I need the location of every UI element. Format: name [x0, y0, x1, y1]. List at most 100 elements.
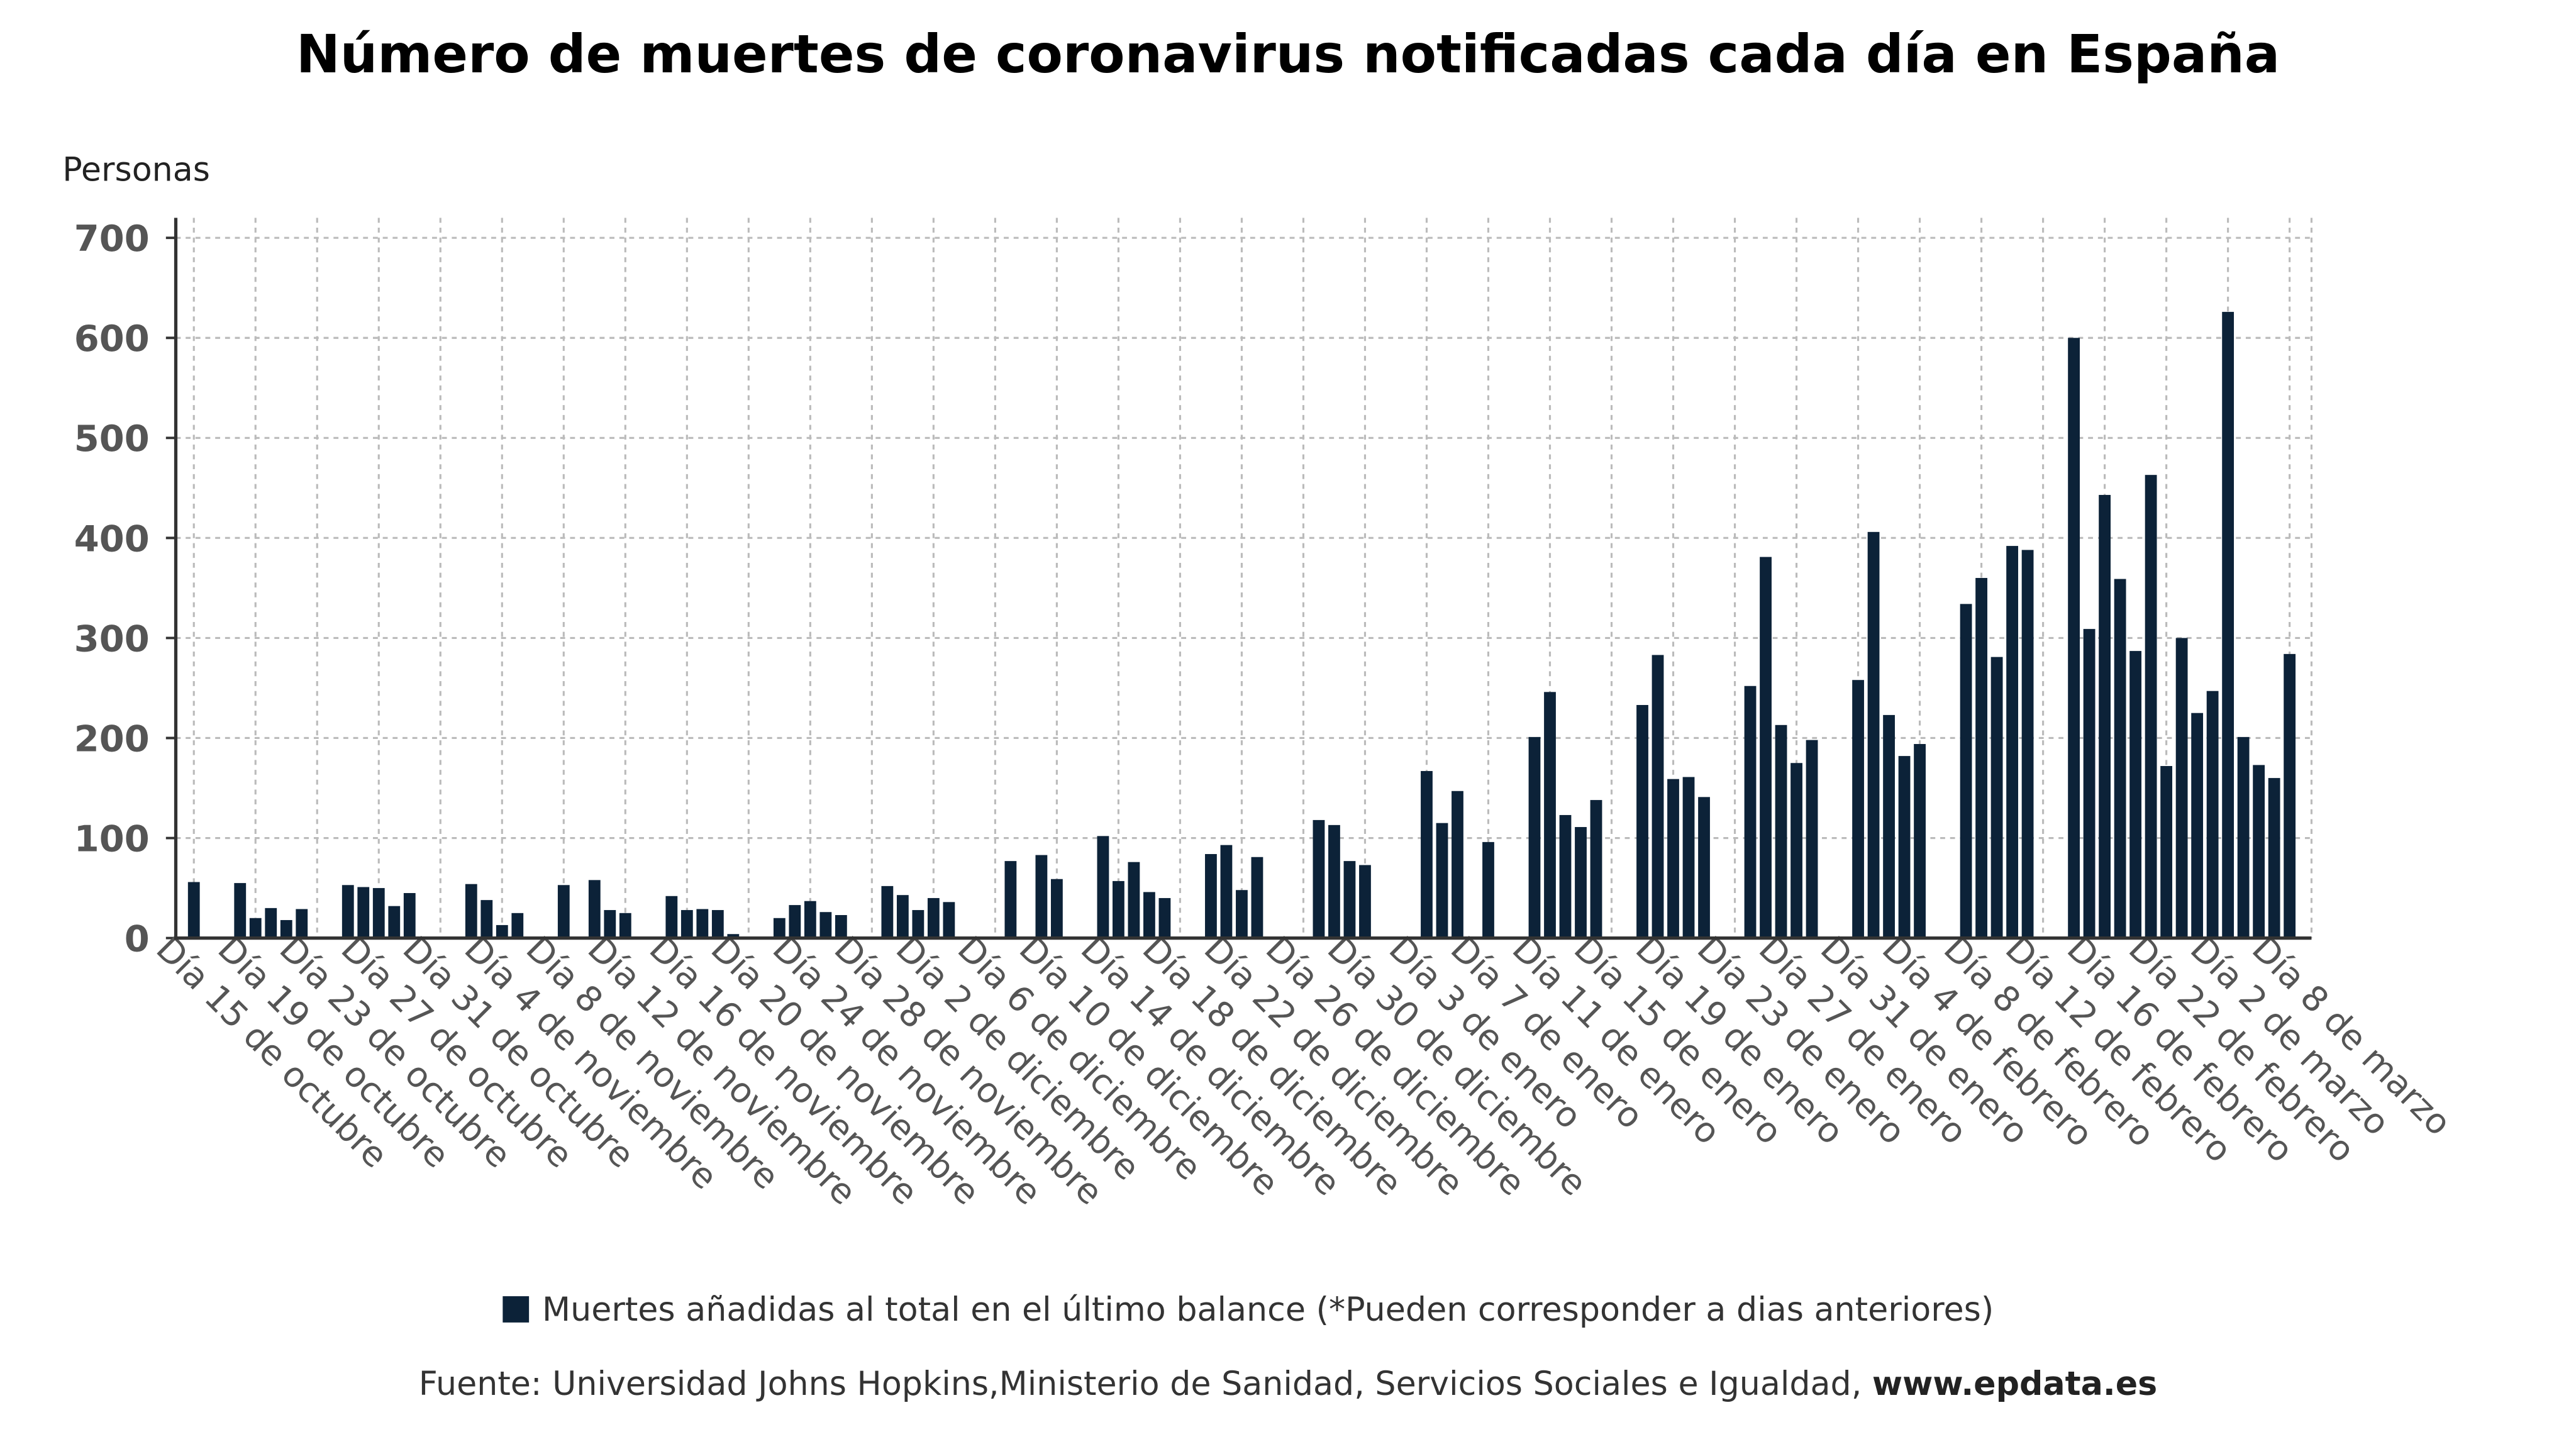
legend-swatch	[502, 1296, 530, 1323]
y-tick-label: 700	[74, 218, 150, 260]
bar	[1667, 779, 1679, 938]
bar	[2284, 653, 2296, 938]
bar	[2083, 629, 2096, 938]
bar	[727, 934, 740, 938]
legend-label: Muertes añadidas al total en el último b…	[542, 1291, 1994, 1329]
bar	[1313, 819, 1325, 938]
bar	[1220, 845, 1233, 938]
y-tick-label: 400	[74, 518, 150, 560]
bar	[403, 893, 416, 938]
bar	[835, 915, 847, 938]
bar	[1436, 823, 1448, 938]
bar	[1143, 892, 1155, 938]
bar	[480, 900, 493, 938]
bar	[1914, 744, 1926, 938]
bar	[265, 908, 277, 938]
bar	[1806, 740, 1818, 938]
y-tick-label: 600	[74, 318, 150, 360]
bar	[1883, 714, 1895, 938]
bar	[1343, 861, 1356, 938]
legend: Muertes añadidas al total en el último b…	[502, 1291, 1994, 1329]
bar	[1205, 853, 1217, 938]
bar	[280, 919, 292, 938]
bar	[557, 885, 570, 938]
bar	[1004, 861, 1017, 938]
bar	[804, 901, 816, 938]
bar	[2099, 494, 2111, 938]
bar	[881, 886, 894, 938]
bar	[1760, 557, 1772, 938]
bar	[1960, 604, 1972, 938]
bar	[680, 910, 693, 938]
bar	[2145, 475, 2157, 938]
bar	[2222, 311, 2235, 938]
bar	[619, 913, 631, 938]
chart-title: Número de muertes de coronavirus notific…	[296, 23, 2280, 85]
bar	[1975, 577, 1987, 938]
bar	[1744, 686, 1757, 938]
y-tick-label: 100	[74, 818, 150, 860]
bar	[1575, 827, 1587, 938]
bar	[187, 882, 200, 938]
bar	[604, 910, 616, 938]
y-tick-label: 500	[74, 418, 150, 460]
bar	[465, 884, 477, 938]
bar	[234, 883, 247, 938]
bar	[1528, 736, 1541, 938]
bar	[1790, 763, 1802, 938]
bar	[2160, 766, 2173, 938]
bar	[1097, 836, 1109, 938]
bar	[1328, 824, 1340, 938]
bar	[912, 910, 924, 938]
bar	[819, 912, 832, 938]
y-axis-label: Personas	[62, 151, 210, 189]
bar	[2114, 579, 2126, 938]
bar	[388, 906, 401, 938]
bar	[1482, 841, 1494, 938]
source-link: www.epdata.es	[1872, 1365, 2157, 1403]
bar	[1035, 855, 1048, 938]
bar	[1698, 797, 1710, 938]
bar	[2237, 736, 2250, 938]
bar	[2191, 713, 2204, 938]
y-tick-label: 300	[74, 618, 150, 660]
bar	[249, 918, 262, 938]
bar	[1990, 657, 2003, 938]
bar	[372, 888, 385, 938]
bar	[296, 909, 308, 938]
bar	[1158, 897, 1171, 938]
bar	[789, 905, 801, 938]
bar	[1051, 879, 1063, 938]
bar	[341, 885, 354, 938]
bar	[665, 896, 678, 938]
bar	[2068, 338, 2080, 938]
bar	[896, 895, 909, 938]
bar	[1852, 680, 1864, 938]
bar	[496, 924, 508, 938]
bar	[773, 918, 786, 938]
bar	[2268, 778, 2280, 938]
bar	[1452, 791, 1463, 938]
bar	[1652, 655, 1664, 938]
y-tick-label: 0	[125, 918, 150, 960]
bar	[711, 910, 724, 938]
bar	[1544, 692, 1556, 938]
bar	[1682, 777, 1695, 938]
bar	[1236, 890, 1248, 938]
bar	[588, 880, 601, 938]
bar	[1867, 531, 1880, 938]
y-tick-label: 200	[74, 718, 150, 760]
source: Fuente: Universidad Johns Hopkins,Minist…	[419, 1365, 2157, 1403]
bar	[1421, 770, 1433, 938]
bar	[1113, 880, 1124, 938]
source-text: Fuente: Universidad Johns Hopkins,Minist…	[419, 1365, 1872, 1403]
bar	[2006, 546, 2018, 938]
bar	[357, 887, 370, 938]
bar	[1251, 857, 1263, 938]
bar	[1775, 724, 1787, 938]
bar	[2175, 638, 2188, 938]
bar	[1636, 704, 1648, 938]
bar	[2129, 651, 2142, 938]
